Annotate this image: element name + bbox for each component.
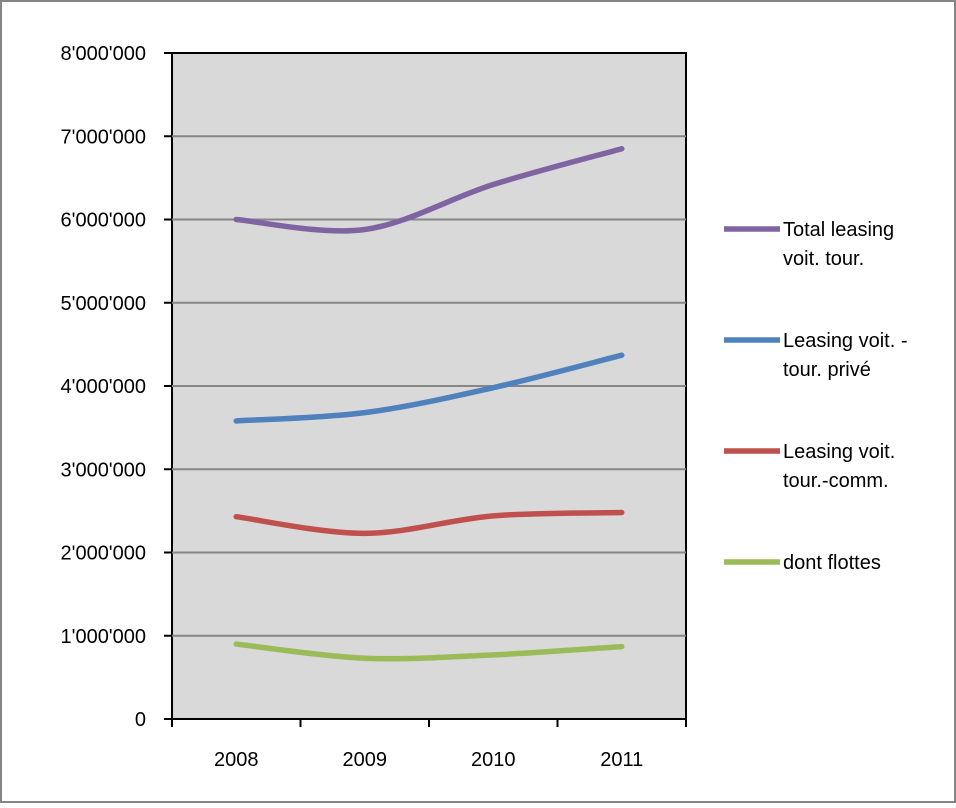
series-line-dont-flottes xyxy=(233,641,625,662)
axes: 0 1'000'000 2'000'000 3'000'000 4'000'000 5'0… xyxy=(61,43,687,771)
x-tick-label: 2010 xyxy=(471,749,516,771)
x-tick-label: 2008 xyxy=(214,749,259,771)
y-tick-label: 7'000'000 xyxy=(61,126,147,148)
y-tick-label: 8'000'000 xyxy=(61,43,147,65)
legend-label: Leasing voit. - xyxy=(783,330,908,352)
x-tick-label: 2009 xyxy=(343,749,388,771)
series-line-leasing-voit-tour-comm xyxy=(233,509,625,537)
y-tick-label: 1'000'000 xyxy=(61,626,147,648)
legend-label: voit. tour. xyxy=(783,248,864,270)
y-tick-label: 0 xyxy=(135,709,146,731)
legend-label: tour. privé xyxy=(783,359,871,381)
y-tick-label: 6'000'000 xyxy=(61,210,147,232)
legend-label: dont flottes xyxy=(783,552,881,574)
legend-label: tour.-comm. xyxy=(783,470,889,492)
y-tick-label: 2'000'000 xyxy=(61,543,147,565)
x-tick-label: 2011 xyxy=(600,749,643,771)
y-tick-label: 4'000'000 xyxy=(61,376,147,398)
grid-lines xyxy=(172,135,686,637)
series-lines xyxy=(233,145,625,662)
legend-label: Total leasing xyxy=(783,219,894,241)
series-line-total-leasing-voit-tour xyxy=(233,145,625,234)
legend-label: Leasing voit. xyxy=(783,441,895,463)
y-tick-label: 3'000'000 xyxy=(61,459,147,481)
legend: Total leasing voit. tour. Leasing voit. - t… xyxy=(724,219,908,574)
series-line-leasing-voit-tour-priv xyxy=(233,352,625,424)
y-tick-label: 5'000'000 xyxy=(61,293,147,315)
